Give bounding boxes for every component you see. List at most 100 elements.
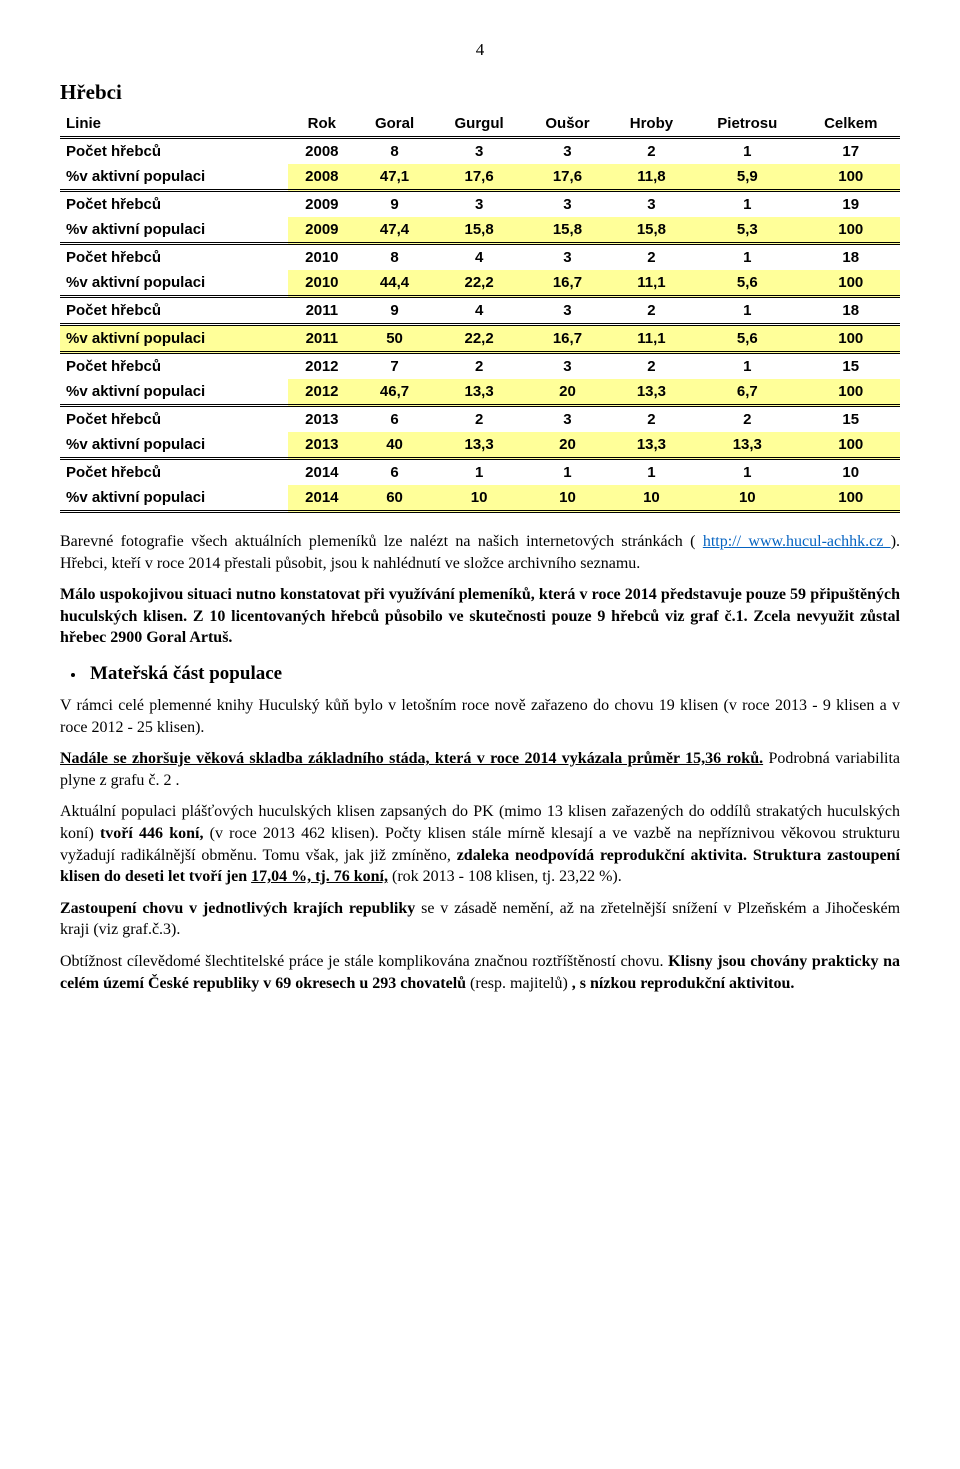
cell-value: 47,1 [356, 164, 433, 191]
col-goral: Goral [356, 111, 433, 138]
col-hroby: Hroby [610, 111, 693, 138]
cell-value: 1 [693, 353, 801, 380]
cell-value: 20 [525, 432, 610, 459]
row-year: 2013 [288, 406, 356, 433]
col-linie: Linie [60, 111, 288, 138]
section-title-materska: Mateřská část populace [90, 663, 900, 685]
para5-underline: 17,04 %, tj. 76 koní, [251, 868, 388, 885]
cell-value: 15,8 [610, 217, 693, 244]
cell-value: 13,3 [610, 432, 693, 459]
table-row: %v aktivní populaci20115022,216,711,15,6… [60, 325, 900, 353]
cell-value: 10 [802, 459, 901, 486]
cell-value: 2 [610, 244, 693, 271]
cell-value: 15,8 [525, 217, 610, 244]
cell-value: 100 [802, 379, 901, 406]
cell-value: 10 [693, 485, 801, 512]
row-year: 2012 [288, 379, 356, 406]
row-label: Počet hřebců [60, 353, 288, 380]
row-year: 2009 [288, 191, 356, 218]
para7-tail: (resp. majitelů) [470, 975, 568, 992]
paragraph-photos: Barevné fotografie všech aktuálních plem… [60, 531, 900, 574]
table-row: Počet hřebců20127232115 [60, 353, 900, 380]
bullet-materska: Mateřská část populace [86, 663, 900, 685]
cell-value: 2 [610, 406, 693, 433]
row-year: 2010 [288, 270, 356, 297]
bullet-list: Mateřská část populace [60, 663, 900, 685]
cell-value: 1 [693, 297, 801, 325]
table-row: %v aktivní populaci200947,415,815,815,85… [60, 217, 900, 244]
para1-text-a: Barevné fotografie všech aktuálních plem… [60, 533, 695, 550]
cell-value: 10 [525, 485, 610, 512]
hrebci-table: Linie Rok Goral Gurgul Oušor Hroby Pietr… [60, 111, 900, 513]
cell-value: 100 [802, 432, 901, 459]
cell-value: 2 [693, 406, 801, 433]
row-year: 2008 [288, 138, 356, 165]
paragraph-klisen: V rámci celé plemenné knihy Huculský kůň… [60, 695, 900, 738]
row-year: 2014 [288, 485, 356, 512]
row-year: 2012 [288, 353, 356, 380]
row-year: 2011 [288, 325, 356, 353]
link-hucul-site[interactable]: http:// www.hucul-achhk.cz [703, 533, 891, 550]
cell-value: 17,6 [525, 164, 610, 191]
cell-value: 8 [356, 138, 433, 165]
cell-value: 2 [610, 353, 693, 380]
cell-value: 3 [525, 406, 610, 433]
cell-value: 60 [356, 485, 433, 512]
table-row: %v aktivní populaci20134013,32013,313,31… [60, 432, 900, 459]
cell-value: 9 [356, 297, 433, 325]
cell-value: 3 [525, 244, 610, 271]
cell-value: 3 [525, 191, 610, 218]
row-year: 2011 [288, 297, 356, 325]
cell-value: 15 [802, 406, 901, 433]
row-label: %v aktivní populaci [60, 325, 288, 353]
row-year: 2010 [288, 244, 356, 271]
col-rok: Rok [288, 111, 356, 138]
cell-value: 6 [356, 406, 433, 433]
cell-value: 7 [356, 353, 433, 380]
row-label: %v aktivní populaci [60, 485, 288, 512]
cell-value: 18 [802, 244, 901, 271]
row-label: Počet hřebců [60, 459, 288, 486]
row-label: Počet hřebců [60, 297, 288, 325]
cell-value: 1 [693, 191, 801, 218]
cell-value: 4 [433, 297, 525, 325]
cell-value: 1 [693, 459, 801, 486]
row-label: %v aktivní populaci [60, 432, 288, 459]
col-ousor: Oušor [525, 111, 610, 138]
cell-value: 5,6 [693, 325, 801, 353]
para7-a: Obtížnost cílevědomé šlechtitelské práce… [60, 953, 668, 970]
row-label: Počet hřebců [60, 138, 288, 165]
cell-value: 3 [433, 191, 525, 218]
table-row: Počet hřebců20136232215 [60, 406, 900, 433]
cell-value: 3 [525, 297, 610, 325]
para5-bold: tvoří 446 koní, [100, 825, 204, 842]
cell-value: 3 [525, 353, 610, 380]
cell-value: 2 [433, 353, 525, 380]
row-label: Počet hřebců [60, 406, 288, 433]
cell-value: 47,4 [356, 217, 433, 244]
cell-value: 40 [356, 432, 433, 459]
cell-value: 3 [525, 138, 610, 165]
table-header-row: Linie Rok Goral Gurgul Oušor Hroby Pietr… [60, 111, 900, 138]
cell-value: 2 [610, 297, 693, 325]
cell-value: 17 [802, 138, 901, 165]
cell-value: 1 [433, 459, 525, 486]
cell-value: 18 [802, 297, 901, 325]
cell-value: 46,7 [356, 379, 433, 406]
row-label: %v aktivní populaci [60, 270, 288, 297]
cell-value: 13,3 [433, 432, 525, 459]
cell-value: 5,9 [693, 164, 801, 191]
cell-value: 100 [802, 270, 901, 297]
cell-value: 100 [802, 325, 901, 353]
cell-value: 16,7 [525, 270, 610, 297]
page-number: 4 [60, 40, 900, 60]
table-row: %v aktivní populaci20146010101010100 [60, 485, 900, 512]
table-row: Počet hřebců20146111110 [60, 459, 900, 486]
cell-value: 13,3 [610, 379, 693, 406]
cell-value: 11,1 [610, 270, 693, 297]
cell-value: 2 [610, 138, 693, 165]
para7-bold2: , s nízkou reprodukční aktivitou. [572, 975, 795, 992]
cell-value: 100 [802, 164, 901, 191]
cell-value: 3 [610, 191, 693, 218]
cell-value: 15 [802, 353, 901, 380]
